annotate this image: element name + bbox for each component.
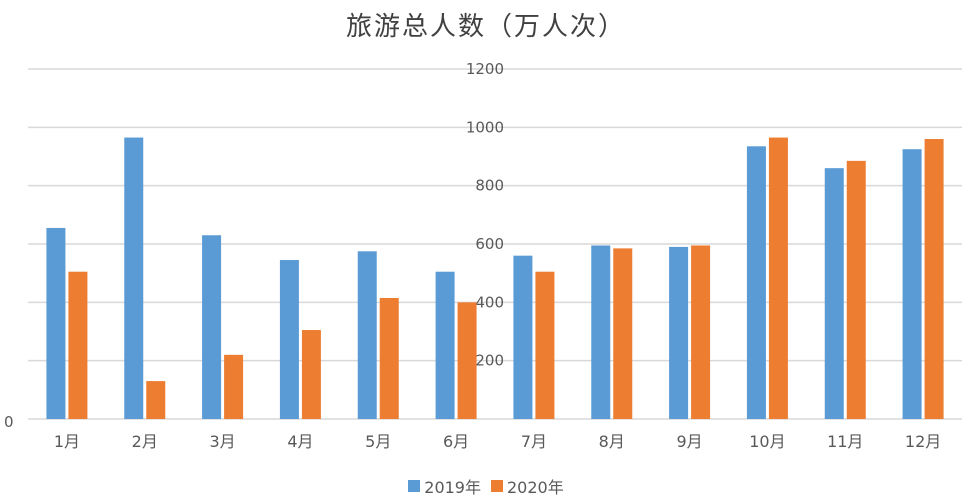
bar-2019年-2月 (124, 137, 144, 419)
bar-2019年-12月 (902, 149, 922, 420)
x-tick-label-2月: 2月 (132, 432, 158, 451)
bar-2019年-11月 (824, 168, 844, 419)
bar-2020年-8月 (613, 248, 633, 419)
bar-2019年-9月 (669, 246, 689, 419)
legend-label-2019: 2019年 (424, 478, 481, 497)
bar-2020年-7月 (535, 271, 555, 419)
bar-2019年-3月 (202, 235, 222, 419)
bar-2020年-12月 (924, 139, 944, 419)
legend: 2019年 2020年 (0, 474, 972, 498)
bar-2020年-9月 (691, 245, 711, 419)
chart-title: 旅游总人数（万人次） (345, 12, 626, 42)
bar-2020年-6月 (457, 302, 477, 419)
bar-2020年-2月 (146, 381, 166, 419)
bar-2020年-3月 (224, 354, 244, 419)
legend-swatch-2019 (408, 480, 421, 492)
x-tick-label-9月: 9月 (676, 432, 702, 451)
x-tick-label-10月: 10月 (749, 432, 785, 451)
x-tick-label-7月: 7月 (521, 432, 547, 451)
legend-item-2020: 2020年 (491, 474, 564, 498)
x-tick-label-3月: 3月 (209, 432, 235, 451)
bar-2020年-1月 (68, 271, 88, 419)
x-tick-label-5月: 5月 (365, 432, 391, 451)
y-tick-label-800: 800 (475, 177, 504, 195)
y-tick-label-200: 200 (475, 352, 504, 370)
bar-2019年-4月 (279, 260, 299, 419)
bar-2019年-10月 (746, 146, 766, 419)
bar-2019年-7月 (513, 255, 533, 419)
bar-chart: 1200 1000 800 600 400 200 0 1月 2月 3月 4月 5月 6月 7月 8月 9月 1… (4, 60, 962, 451)
x-tick-label-1月: 1月 (54, 432, 80, 451)
legend-label-2020: 2020年 (507, 478, 564, 497)
bar-2019年-6月 (435, 271, 455, 419)
x-tick-label-12月: 12月 (905, 432, 941, 451)
bar-2020年-4月 (301, 330, 321, 419)
y-tick-label-400: 400 (475, 293, 504, 311)
legend-item-2019: 2019年 (408, 474, 481, 498)
x-tick-label-6月: 6月 (443, 432, 469, 451)
x-tick-label-8月: 8月 (599, 432, 625, 451)
bar-2019年-1月 (46, 227, 66, 419)
legend-swatch-2020 (491, 480, 503, 492)
x-tick-label-11月: 11月 (827, 432, 863, 451)
bar-2019年-5月 (357, 251, 377, 419)
bar-2020年-10月 (768, 137, 788, 419)
bar-2020年-11月 (846, 160, 866, 419)
bar-2020年-5月 (379, 297, 399, 419)
x-tick-label-4月: 4月 (287, 432, 313, 451)
y-tick-label-600: 600 (475, 235, 504, 253)
y-tick-label-1200: 1200 (466, 60, 504, 78)
y-tick-label-1000: 1000 (466, 118, 504, 136)
y-tick-label-0: 0 (4, 413, 14, 431)
bar-2019年-8月 (591, 245, 611, 419)
